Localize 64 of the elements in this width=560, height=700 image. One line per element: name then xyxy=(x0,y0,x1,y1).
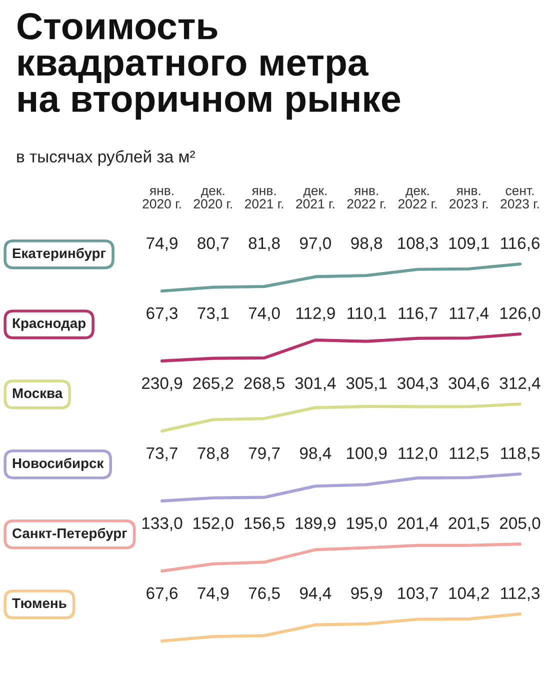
data-label: 117,4 xyxy=(450,307,489,322)
data-label: 265,2 xyxy=(193,377,234,392)
x-tick-label: янв. 2023 г. xyxy=(450,188,488,209)
data-label: 78,8 xyxy=(198,447,229,462)
data-label: 73,7 xyxy=(146,447,178,462)
data-label: 80,7 xyxy=(198,237,229,252)
text: Новосибирск xyxy=(12,458,104,471)
data-label: 156,5 xyxy=(244,517,284,532)
data-label: 95,9 xyxy=(351,587,382,602)
data-label: 268,5 xyxy=(244,377,284,392)
data-label: 100,9 xyxy=(346,447,387,462)
x-tick-label: сент. 2023 г. xyxy=(500,188,539,209)
data-label: 133,0 xyxy=(142,517,182,532)
data-label: 304,6 xyxy=(448,377,489,392)
x-tick-label: янв. 2021 г. xyxy=(245,188,284,209)
data-label: 98,4 xyxy=(300,447,332,462)
data-label: 205,0 xyxy=(500,517,540,532)
data-label: 79,7 xyxy=(248,447,280,462)
data-label: 116,6 xyxy=(501,237,540,252)
data-label: 98,8 xyxy=(351,237,382,252)
text: Москва xyxy=(12,388,63,398)
data-label: 305,1 xyxy=(346,377,387,392)
data-label: 116,7 xyxy=(398,307,438,322)
data-label: 67,3 xyxy=(146,307,178,322)
data-label: 126,0 xyxy=(500,307,540,322)
x-tick-label: дек. 2021 г. xyxy=(296,188,334,209)
text: Екатеринбург xyxy=(12,248,106,261)
data-label: 104,2 xyxy=(449,587,489,602)
data-label: 67,6 xyxy=(146,587,178,602)
data-label: 103,7 xyxy=(398,587,438,602)
x-tick-label: янв. 2020 г. xyxy=(142,188,181,209)
data-label: 201,5 xyxy=(448,517,490,532)
data-label: 195,0 xyxy=(346,517,387,532)
chart-subtitle: в тысячах рублей за м² xyxy=(17,150,195,166)
data-label: 230,9 xyxy=(142,377,182,392)
text: Краснодар xyxy=(12,318,86,331)
x-tick-label: дек. 2020 г. xyxy=(194,188,232,209)
data-label: 112,5 xyxy=(450,447,488,462)
data-label: 112,0 xyxy=(398,447,438,462)
data-label: 109,1 xyxy=(449,237,489,252)
data-label: 152,0 xyxy=(194,517,234,532)
data-label: 112,3 xyxy=(501,587,540,602)
data-label: 189,9 xyxy=(296,517,336,532)
x-tick-label: янв. 2022 г. xyxy=(347,188,386,209)
x-tick-label: дек. 2022 г. xyxy=(398,188,436,209)
data-label: 118,5 xyxy=(501,447,540,462)
data-label: 312,4 xyxy=(500,377,540,392)
data-label: 74,9 xyxy=(198,587,229,602)
data-label: 74,9 xyxy=(146,237,178,252)
data-label: 304,3 xyxy=(398,377,438,392)
text: Тюмень xyxy=(12,598,66,608)
data-label: 73,1 xyxy=(198,307,229,322)
data-label: 97,0 xyxy=(300,237,331,252)
data-label: 112,9 xyxy=(296,307,335,322)
data-label: 201,4 xyxy=(398,517,438,532)
data-label: 110,1 xyxy=(348,307,386,322)
data-label: 108,3 xyxy=(398,237,438,252)
text: Санкт-Петербург xyxy=(12,528,128,541)
data-label: 76,5 xyxy=(248,587,280,602)
data-label: 301,4 xyxy=(295,377,336,392)
data-label: 74,0 xyxy=(248,307,280,322)
chart-title: Стоимость квадратного метра на вторичном рынке xyxy=(18,12,400,120)
data-label: 94,4 xyxy=(300,587,332,602)
data-label: 81,8 xyxy=(248,237,280,252)
